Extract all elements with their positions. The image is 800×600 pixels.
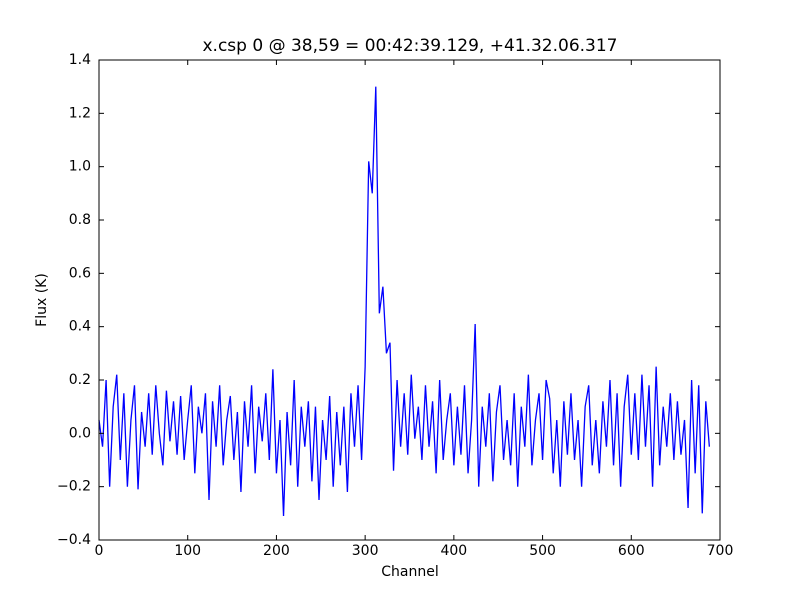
y-tick-label: 1.0 (69, 159, 91, 175)
plot-frame (98, 59, 721, 541)
y-tick-label: 0.2 (69, 372, 91, 388)
y-tick-label: 1.4 (69, 52, 91, 68)
data-line (98, 86, 710, 517)
y-tick-label: 1.2 (69, 105, 91, 121)
y-tick-label: 0.8 (69, 212, 91, 228)
x-tick-label: 700 (707, 543, 734, 559)
y-tick-label: 0.6 (69, 265, 91, 281)
y-tick-label: −0.2 (57, 479, 91, 495)
y-tick-label: 0.0 (69, 425, 91, 441)
x-tick-label: 500 (529, 543, 556, 559)
x-tick-label: 600 (618, 543, 645, 559)
x-axis-label: Channel (381, 564, 438, 580)
x-tick-label: 100 (174, 543, 201, 559)
y-axis-label: Flux (K) (34, 273, 50, 327)
x-tick-label: 300 (352, 543, 379, 559)
y-tick-label: −0.4 (57, 532, 91, 548)
x-tick-label: 200 (263, 543, 290, 559)
chart-title: x.csp 0 @ 38,59 = 00:42:39.129, +41.32.0… (202, 36, 617, 56)
y-tick-label: 0.4 (69, 319, 91, 335)
x-tick-label: 0 (95, 543, 104, 559)
x-tick-label: 400 (440, 543, 467, 559)
